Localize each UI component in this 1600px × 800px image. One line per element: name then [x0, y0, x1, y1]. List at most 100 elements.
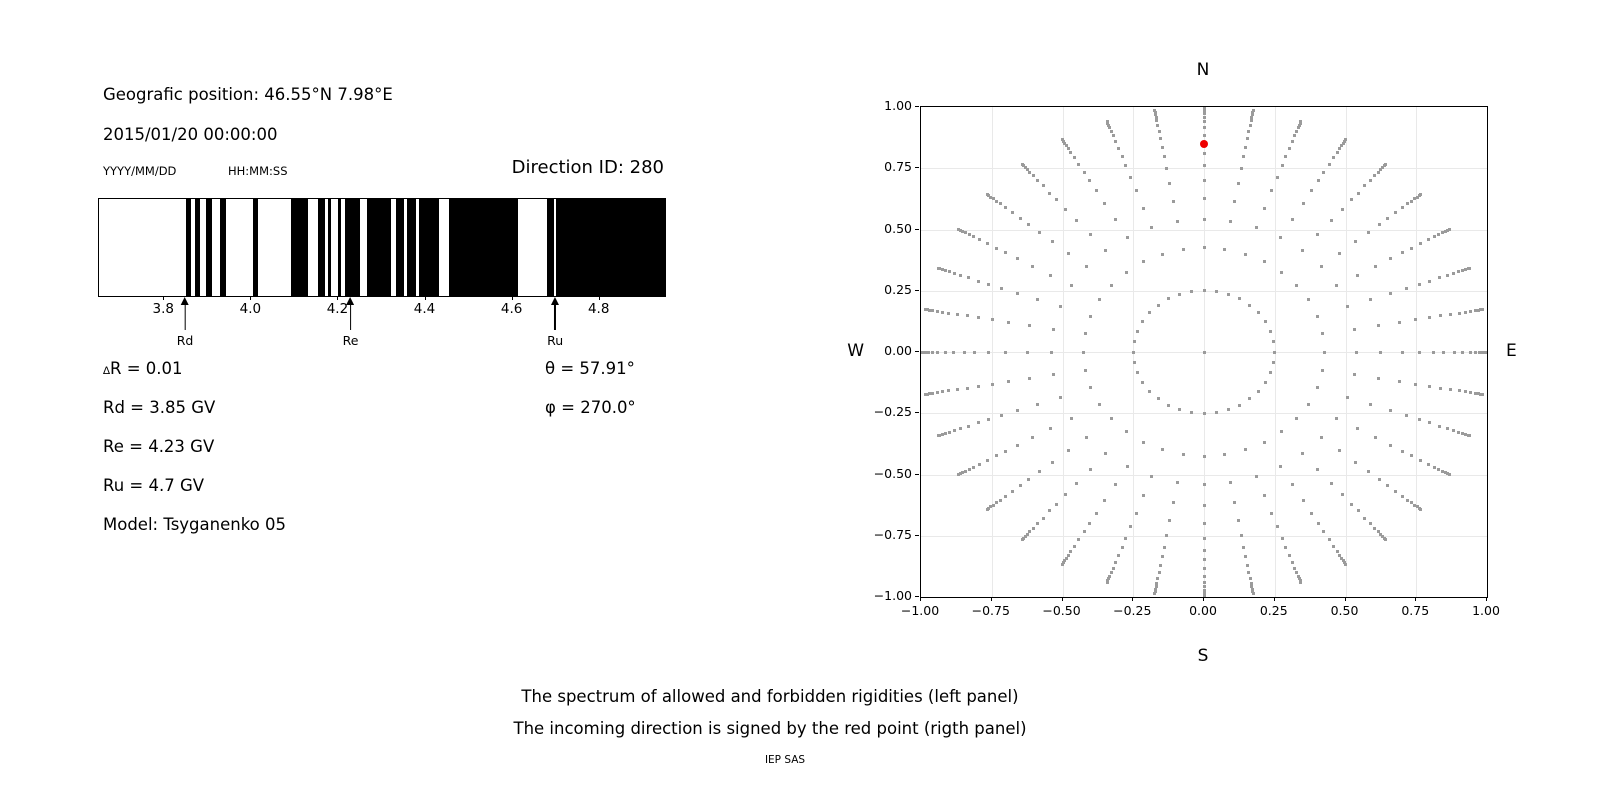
- direction-dot: [1131, 350, 1135, 354]
- direction-dot: [1340, 207, 1344, 211]
- direction-dot: [1297, 577, 1301, 581]
- direction-dot: [1041, 516, 1045, 520]
- direction-dot: [1427, 421, 1431, 425]
- x-axis-tick: [1273, 597, 1275, 601]
- direction-dot: [1226, 408, 1230, 412]
- direction-dot: [925, 308, 929, 312]
- direction-dot: [1124, 164, 1128, 168]
- direction-dot: [1428, 316, 1432, 320]
- direction-dot: [985, 242, 989, 246]
- direction-dot: [1018, 217, 1022, 221]
- gridline-horizontal: [921, 229, 1487, 231]
- direction-dot: [1290, 483, 1294, 487]
- direction-dot: [1479, 308, 1483, 312]
- y-axis-tick: [915, 534, 919, 536]
- direction-dot: [1352, 327, 1356, 331]
- direction-dot: [1125, 270, 1129, 274]
- x-axis-tick: [1415, 597, 1417, 601]
- direction-dot: [1355, 273, 1359, 277]
- direction-dot: [947, 311, 951, 315]
- direction-dot: [1202, 109, 1206, 113]
- direction-dot: [1262, 494, 1266, 498]
- direction-dot: [1250, 587, 1254, 591]
- direction-dot: [1480, 350, 1484, 354]
- rd-text: Rd = 3.85 GV: [103, 398, 216, 417]
- direction-dot: [1249, 119, 1253, 123]
- direction-dot: [1233, 199, 1237, 203]
- direction-dot: [1374, 436, 1378, 440]
- direction-dot: [1440, 231, 1444, 235]
- direction-dot: [1070, 416, 1074, 420]
- allowed-rigidity-band: [556, 199, 665, 296]
- direction-dot: [1262, 440, 1266, 444]
- direction-dot: [1055, 198, 1059, 202]
- direction-dot: [1363, 516, 1367, 520]
- direction-dot: [1089, 314, 1093, 318]
- direction-dot: [1113, 561, 1117, 565]
- direction-dot: [959, 427, 963, 431]
- direction-dot: [1481, 307, 1485, 311]
- direction-dot: [1288, 554, 1292, 558]
- direction-dot: [1239, 533, 1243, 537]
- direction-dot: [1109, 571, 1113, 575]
- direction-dot: [947, 430, 951, 434]
- direction-dot: [957, 473, 961, 476]
- direction-dot: [1320, 332, 1324, 336]
- direction-dot: [925, 392, 929, 396]
- direction-dot: [1452, 271, 1456, 275]
- direction-dot: [1335, 151, 1339, 155]
- direction-dot: [1094, 189, 1098, 193]
- direction-dot: [1386, 483, 1390, 487]
- direction-dot: [1026, 222, 1030, 226]
- x-axis-tick-label: 0.75: [1401, 603, 1430, 618]
- direction-dot: [977, 421, 981, 425]
- direction-dot: [1278, 465, 1282, 469]
- direction-dot: [931, 309, 935, 313]
- direction-dot: [1295, 129, 1299, 133]
- direction-dot: [1376, 323, 1380, 327]
- direction-dot: [1094, 511, 1098, 515]
- direction-dot: [1400, 350, 1404, 354]
- direction-dot: [1479, 392, 1483, 396]
- direction-dot: [1300, 249, 1304, 253]
- direction-dot: [938, 267, 942, 271]
- direction-dot: [1202, 115, 1206, 119]
- datetime-text: 2015/01/20 00:00:00: [103, 125, 278, 144]
- direction-dot: [1273, 350, 1277, 354]
- direction-dot: [1404, 414, 1408, 418]
- direction-dot: [1162, 545, 1166, 549]
- direction-dot: [1016, 409, 1020, 413]
- direction-dot: [1464, 432, 1468, 436]
- direction-dot: [1338, 147, 1342, 151]
- direction-dot: [1106, 579, 1110, 583]
- direction-dot: [1473, 391, 1477, 395]
- direction-dot: [1036, 402, 1040, 406]
- direction-dot: [1464, 390, 1468, 394]
- direction-dot: [1178, 408, 1182, 412]
- direction-dot: [1050, 240, 1054, 244]
- direction-dot: [1447, 473, 1451, 476]
- x-axis-tick: [1132, 597, 1134, 601]
- direction-dot: [1352, 373, 1356, 377]
- direction-dot: [947, 270, 951, 274]
- y-axis-tick-label: 0.50: [884, 220, 912, 236]
- direction-dot: [1242, 545, 1246, 549]
- direction-dot: [994, 501, 998, 505]
- direction-dot: [1236, 181, 1240, 185]
- direction-dot: [1037, 230, 1041, 234]
- direction-dot: [1279, 430, 1283, 434]
- allowed-rigidity-band: [252, 199, 259, 296]
- direction-dot: [987, 194, 991, 198]
- direction-dot: [1084, 332, 1088, 336]
- rigidity-axis: 3.8 4.0 4.2 4.4 4.6 4.8 Rd Re Ru: [98, 296, 664, 348]
- direction-dot: [1202, 289, 1206, 293]
- direction-dot: [1437, 467, 1441, 471]
- direction-dot: [1256, 389, 1260, 393]
- direction-dot: [1031, 526, 1035, 530]
- direction-dot: [943, 432, 947, 436]
- direction-dot: [1449, 388, 1453, 392]
- direction-dot: [1067, 252, 1070, 256]
- direction-dot: [931, 391, 935, 395]
- x-axis-tick-label: −0.75: [971, 603, 1010, 618]
